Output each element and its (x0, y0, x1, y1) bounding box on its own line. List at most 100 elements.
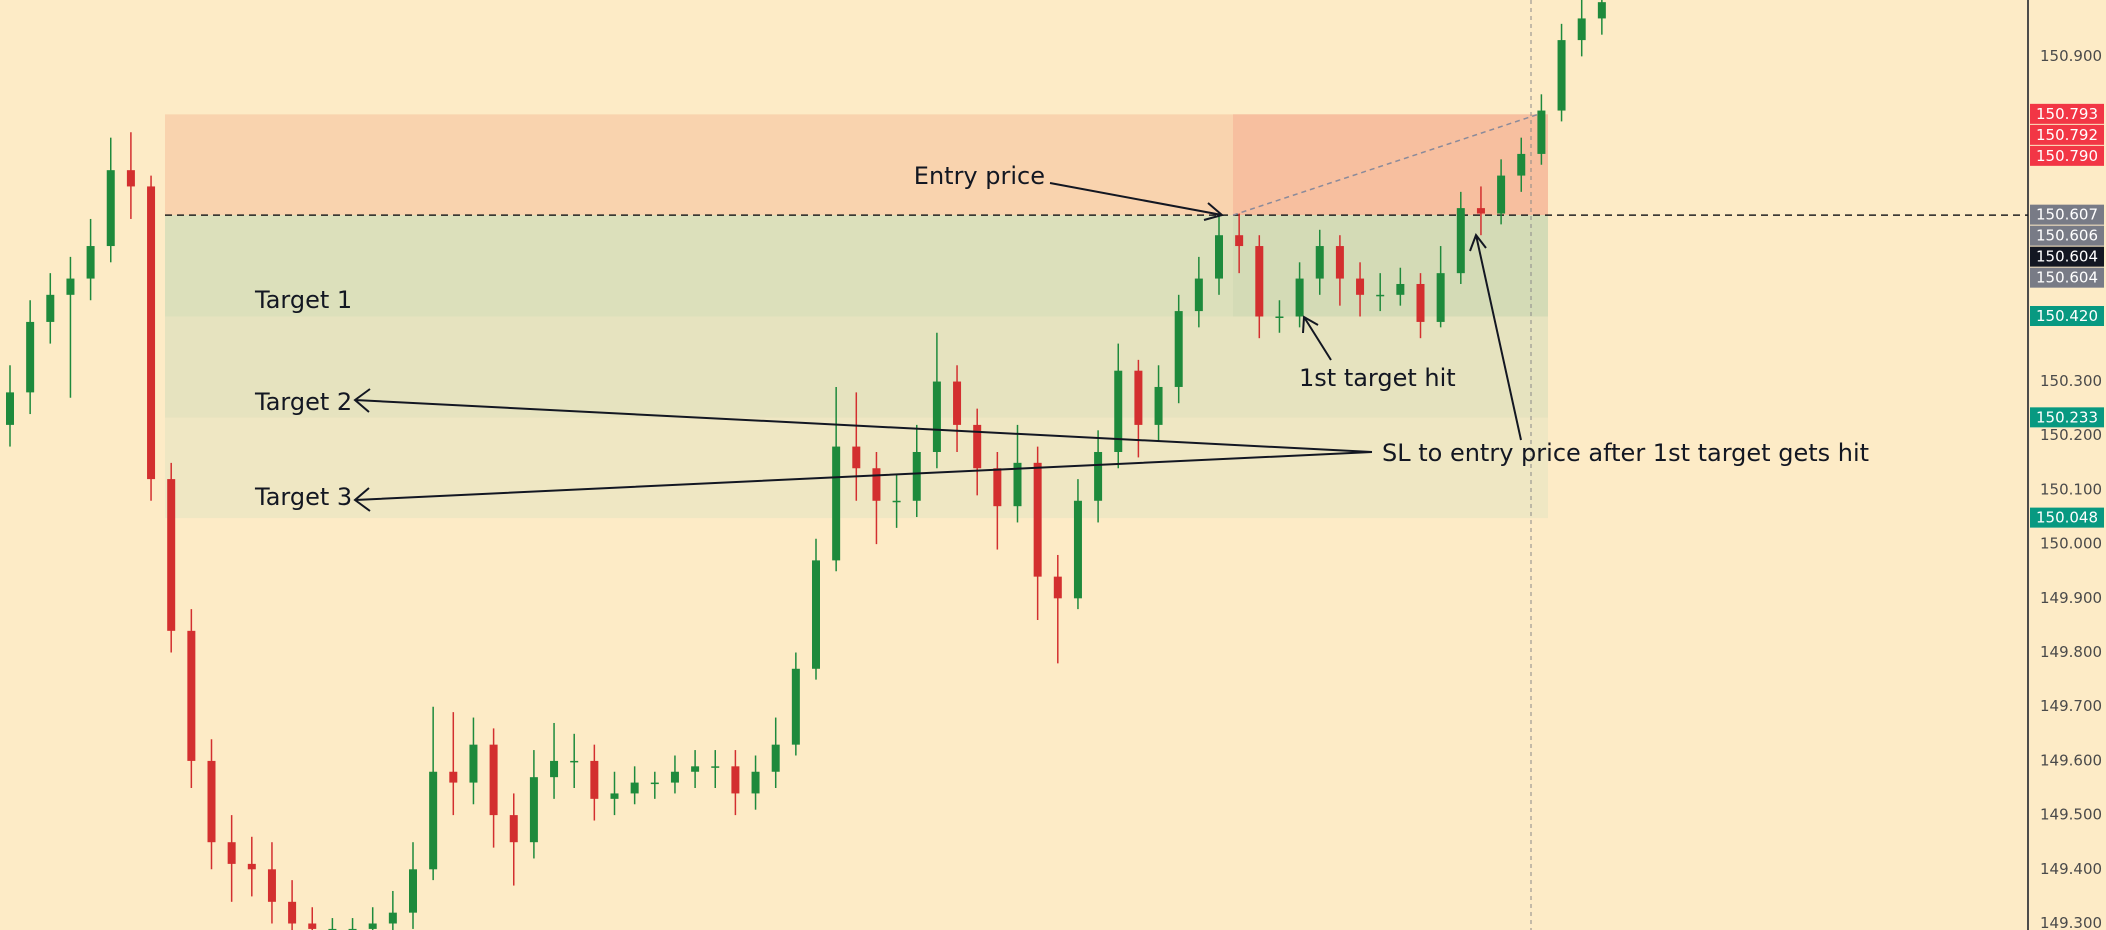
annotation: 1st target hit (1299, 364, 1456, 392)
y-tick-label: 149.400 (2040, 860, 2102, 878)
candle-body (973, 424, 982, 469)
candle-body (106, 170, 115, 247)
candle-body (1335, 246, 1344, 279)
price-badge-label: 150.233 (2036, 408, 2098, 426)
candle-body (26, 321, 35, 393)
candle-body (86, 246, 95, 279)
price-badge: 150.233 (2030, 407, 2104, 428)
price-badge-label: 150.606 (2036, 227, 2098, 245)
candle-body (6, 392, 14, 425)
candle-body (1436, 273, 1445, 322)
candle-body (1174, 311, 1183, 387)
candle-body (1094, 451, 1103, 501)
candle-body (388, 912, 397, 924)
candle-body (469, 744, 478, 783)
candle-body (1134, 370, 1143, 425)
candle-body (267, 869, 276, 902)
y-tick-label: 149.600 (2040, 751, 2102, 769)
candle-body (771, 744, 780, 772)
candle-body (449, 771, 458, 783)
candle-body (1577, 18, 1586, 41)
annotation: SL to entry price after 1st target gets … (1382, 439, 1869, 467)
candle-body (227, 842, 236, 864)
candle-body (1255, 246, 1264, 317)
candle-body (670, 771, 679, 783)
candle-body (1356, 278, 1365, 295)
annotation: Entry price (914, 162, 1045, 190)
y-tick-label: 150.200 (2040, 426, 2102, 444)
candle-body (751, 771, 760, 794)
candle-body (691, 766, 700, 772)
arrow (353, 388, 1373, 453)
candle-body (66, 278, 75, 295)
price-badge-box (2030, 204, 2104, 225)
price-badge-label: 150.420 (2036, 307, 2098, 325)
price-badge-box (2030, 306, 2104, 327)
y-tick-label: 149.800 (2040, 643, 2102, 661)
price-badge: 150.604 (2030, 267, 2104, 288)
candle-body (993, 468, 1002, 507)
price-badge: 150.792 (2030, 124, 2104, 145)
candle-body (167, 479, 176, 631)
annotation: Target 1 (254, 286, 352, 314)
price-badge-box (2030, 407, 2104, 428)
candle-body (1537, 110, 1546, 154)
price-badge-box (2030, 124, 2104, 145)
candle-body (1114, 370, 1123, 452)
candle-body (953, 381, 962, 425)
candle-body (368, 923, 377, 929)
candle-body (550, 760, 559, 778)
price-badge: 150.420 (2030, 306, 2104, 327)
y-tick-label: 149.300 (2040, 914, 2102, 930)
candle-body (590, 760, 599, 799)
arrow (1049, 182, 1225, 221)
candle-body (247, 863, 256, 870)
price-badge-box (2030, 225, 2104, 246)
price-badge-box (2030, 246, 2104, 267)
candle-body (812, 560, 820, 669)
annotation: Target 3 (254, 483, 352, 511)
candle-body (1416, 283, 1425, 322)
price-badge: 150.790 (2030, 145, 2104, 166)
price-badge-label: 150.790 (2036, 147, 2098, 165)
candle-body (1456, 208, 1465, 274)
price-badge: 150.604 (2030, 246, 2104, 267)
candle-body (610, 793, 619, 799)
y-tick-label: 149.900 (2040, 589, 2102, 607)
candle-body (46, 294, 55, 322)
candle-body (1295, 278, 1304, 317)
candle-body (1154, 386, 1163, 425)
price-badge-label: 150.048 (2036, 509, 2098, 527)
y-tick-label: 149.500 (2040, 806, 2102, 824)
candle-body (288, 901, 297, 924)
candle-body (932, 381, 941, 452)
candle-body (429, 771, 438, 870)
candle-body (328, 928, 337, 930)
candle-body (187, 630, 196, 761)
price-badge: 150.793 (2030, 103, 2104, 124)
candle-body (731, 766, 740, 794)
price-badge: 150.607 (2030, 204, 2104, 225)
price-badge-box (2030, 145, 2104, 166)
candle-body (1275, 316, 1284, 319)
candle-body (1215, 235, 1223, 279)
y-tick-label: 150.300 (2040, 372, 2102, 390)
arrow (1302, 315, 1332, 361)
candle-body (529, 777, 538, 843)
candle-body (1194, 278, 1203, 312)
target-zone-active (1233, 215, 1548, 317)
candle-body (509, 815, 518, 843)
candle-body (892, 500, 901, 503)
y-tick-label: 150.100 (2040, 480, 2102, 498)
candle-body (791, 668, 800, 745)
candle-body (1497, 175, 1506, 214)
candle-body (872, 468, 881, 501)
candle-body (912, 451, 921, 501)
candle-body (852, 446, 861, 469)
arrow (1469, 232, 1522, 441)
candle-body (1597, 2, 1606, 19)
price-badge: 150.606 (2030, 225, 2104, 246)
y-tick-label: 150.900 (2040, 47, 2102, 65)
